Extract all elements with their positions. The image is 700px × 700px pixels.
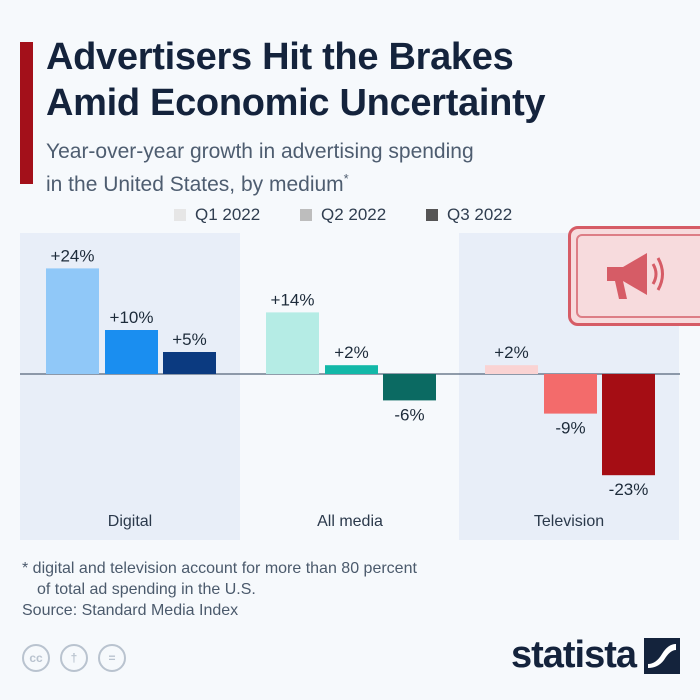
license-icons: cc † = bbox=[22, 644, 126, 672]
legend-label-q1: Q1 2022 bbox=[195, 205, 261, 224]
title-line-1: Advertisers Hit the Brakes bbox=[46, 36, 514, 78]
data-label-all-media-q2: +2% bbox=[334, 343, 369, 362]
statista-logo-icon bbox=[644, 637, 680, 674]
chart-title: Advertisers Hit the Brakes Amid Economic… bbox=[46, 34, 546, 126]
legend-label-q3: Q3 2022 bbox=[447, 205, 513, 224]
category-label-all-media: All media bbox=[317, 513, 383, 530]
legend-item-q2: Q2 2022 bbox=[300, 205, 386, 225]
title-accent-bar bbox=[20, 42, 33, 184]
title-line-2: Amid Economic Uncertainty bbox=[46, 82, 546, 124]
subtitle-line-1: Year-over-year growth in advertising spe… bbox=[46, 140, 474, 163]
subtitle-footnote-marker: * bbox=[343, 171, 349, 186]
data-label-digital-q2: +10% bbox=[110, 308, 154, 327]
legend-swatch-q2 bbox=[300, 209, 312, 221]
equals-icon[interactable]: = bbox=[98, 644, 126, 672]
footnote-line-1: * digital and television account for mor… bbox=[22, 560, 417, 577]
source-note: Source: Standard Media Index bbox=[22, 602, 239, 619]
person-icon[interactable]: † bbox=[60, 644, 88, 672]
data-label-television-q3: -23% bbox=[609, 480, 649, 499]
footnote: * digital and television account for mor… bbox=[22, 558, 417, 600]
legend-swatch-q3 bbox=[426, 209, 438, 221]
bar-television-q1 bbox=[485, 365, 538, 374]
data-label-digital-q1: +24% bbox=[51, 246, 95, 265]
data-label-television-q2: -9% bbox=[555, 419, 585, 438]
data-label-television-q1: +2% bbox=[494, 343, 529, 362]
bar-television-q3 bbox=[602, 374, 655, 476]
bar-digital-q1 bbox=[46, 268, 99, 374]
brand-name: statista bbox=[510, 634, 637, 676]
category-label-digital: Digital bbox=[108, 513, 152, 530]
statista-brand[interactable]: statista bbox=[511, 634, 680, 677]
bar-all-media-q2 bbox=[325, 365, 378, 374]
bar-digital-q2 bbox=[105, 330, 158, 374]
bar-all-media-q3 bbox=[383, 374, 436, 401]
promo-badge bbox=[568, 226, 700, 326]
category-label-television: Television bbox=[534, 513, 604, 530]
legend-swatch-q1 bbox=[174, 209, 186, 221]
legend-item-q1: Q1 2022 bbox=[174, 205, 260, 225]
subtitle-line-2: in the United States, by medium* bbox=[46, 171, 349, 196]
data-label-all-media-q3: -6% bbox=[394, 405, 424, 424]
bar-television-q2 bbox=[544, 374, 597, 414]
bar-digital-q3 bbox=[163, 352, 216, 374]
data-label-all-media-q1: +14% bbox=[271, 290, 315, 309]
chart-subtitle: Year-over-year growth in advertising spe… bbox=[46, 138, 474, 198]
footnote-line-2: of total ad spending in the U.S. bbox=[37, 581, 256, 598]
bar-chart: +24% +10% +5% Digital +14% +2% -6% All media +2%… bbox=[20, 233, 680, 540]
megaphone-icon bbox=[607, 253, 664, 299]
legend-label-q2: Q2 2022 bbox=[321, 205, 387, 224]
bar-all-media-q1 bbox=[266, 312, 319, 374]
legend-item-q3: Q3 2022 bbox=[426, 205, 512, 225]
cc-icon[interactable]: cc bbox=[22, 644, 50, 672]
data-label-digital-q3: +5% bbox=[172, 330, 207, 349]
